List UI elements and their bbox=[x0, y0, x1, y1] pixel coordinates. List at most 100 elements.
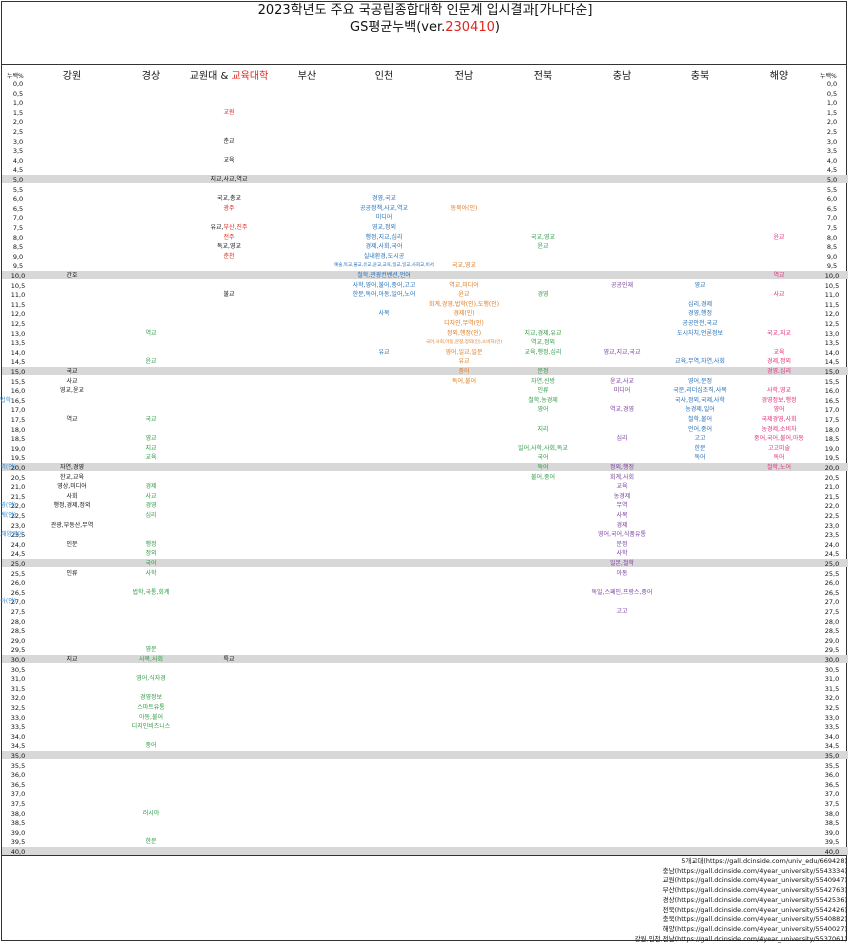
axis-label-left: 1,5 bbox=[12, 108, 24, 117]
axis-label-left: 22,5 bbox=[10, 512, 26, 520]
axis-label-right: 14,0 bbox=[824, 348, 840, 357]
axis-label-right: 25,0 bbox=[824, 560, 840, 568]
axis-label-right: 27,0 bbox=[824, 598, 840, 607]
result-cell: 사학,영교 bbox=[767, 387, 791, 395]
result-cell: 불어,중어 bbox=[531, 473, 555, 481]
axis-label-right: 28,0 bbox=[824, 617, 840, 626]
result-cell: 교육,무역,자연,사회 bbox=[675, 358, 725, 366]
result-cell: 러시아 bbox=[142, 809, 160, 817]
axis-label-right: 26,5 bbox=[824, 588, 840, 597]
axis-label-right: 4,5 bbox=[826, 166, 838, 175]
source-link[interactable]: 해양(https://gall.dcinside.com/4year_unive… bbox=[662, 924, 847, 933]
result-cell: 경영 bbox=[145, 502, 157, 510]
axis-label-left: 12,5 bbox=[10, 320, 26, 328]
axis-label-right: 6,0 bbox=[826, 195, 838, 204]
result-cell: 경제,사회,국어 bbox=[365, 243, 403, 251]
axis-label-left: 33,5 bbox=[10, 723, 26, 732]
axis-label-left: 7,5 bbox=[12, 224, 24, 232]
axis-label-right: 1,0 bbox=[826, 99, 838, 108]
axis-label-right: 11,5 bbox=[824, 300, 840, 309]
axis-label-right: 8,5 bbox=[826, 243, 838, 252]
column-header-incheon: 인천 bbox=[374, 71, 394, 82]
axis-label-right: 15,0 bbox=[824, 368, 840, 376]
axis-label-left: 4,5 bbox=[12, 166, 24, 175]
axis-label-right: 16,0 bbox=[824, 387, 840, 396]
result-cell: 영어 bbox=[537, 406, 549, 414]
result-cell: 공공정책,사교,역교 bbox=[360, 204, 408, 212]
result-cell: 독어 bbox=[773, 454, 785, 462]
result-cell: 농경제 bbox=[613, 492, 631, 500]
result-cell: 역교 bbox=[145, 329, 157, 337]
result-cell: 언어,중어 bbox=[688, 425, 712, 433]
result-cell: 미디어 bbox=[375, 214, 393, 222]
result-cell: 경영정보 bbox=[139, 694, 163, 702]
result-cell: 국어 bbox=[537, 454, 549, 462]
axis-label-left: 19,5 bbox=[10, 454, 26, 463]
source-link[interactable]: 충남(https://gall.dcinside.com/4year_unive… bbox=[662, 866, 847, 875]
axis-label-left: 10,0 bbox=[10, 272, 26, 280]
axis-label-right: 35,0 bbox=[824, 752, 840, 760]
result-cell: 아동,불어 bbox=[139, 713, 163, 721]
result-cell: 영어 bbox=[773, 406, 785, 414]
axis-label-right: 33,5 bbox=[824, 723, 840, 732]
source-link[interactable]: 5개교대(https://gall.dcinside.com/univ_edu/… bbox=[681, 857, 847, 865]
result-cell: 지교,사교,역교 bbox=[210, 176, 248, 183]
footer-divider bbox=[1, 855, 847, 856]
result-cell: 경영,심리 bbox=[767, 368, 791, 375]
header-divider bbox=[1, 64, 847, 65]
result-cell: 사학 bbox=[145, 569, 157, 577]
axis-label-left: 3,5 bbox=[12, 147, 24, 156]
axis-label-right: 21,5 bbox=[824, 492, 840, 501]
source-link[interactable]: 교원(https://gall.dcinside.com/4year_unive… bbox=[662, 876, 847, 885]
axis-label-right: 12,0 bbox=[824, 310, 840, 319]
column-header-edu-univ: 교육대학 bbox=[231, 71, 269, 82]
result-cell: 고고 bbox=[616, 608, 628, 615]
axis-label-left: 33,0 bbox=[10, 713, 26, 722]
result-cell: 디자인,무역(인) bbox=[444, 320, 484, 327]
source-link[interactable]: 경상(https://gall.dcinside.com/4year_unive… bbox=[662, 895, 847, 904]
axis-label-right: 11,0 bbox=[824, 291, 840, 300]
axis-label-left: 31,5 bbox=[10, 684, 26, 693]
result-cell: 경제(인) bbox=[453, 310, 475, 318]
result-cell: 철학,농경제 bbox=[528, 396, 558, 404]
source-link[interactable]: 부산(https://gall.dcinside.com/4year_unive… bbox=[662, 886, 847, 895]
axis-label-right: 9,0 bbox=[826, 252, 838, 261]
axis-label-right: 16,5 bbox=[824, 396, 840, 405]
axis-label-left: 36,0 bbox=[10, 771, 26, 780]
source-link[interactable]: 강원,인천,전남(https://gall.dcinside.com/4year… bbox=[634, 934, 847, 943]
axis-label-right: 34,0 bbox=[824, 732, 840, 741]
result-cell: 윤교 bbox=[537, 243, 549, 251]
axis-label-left: 16,5 bbox=[10, 396, 26, 405]
axis-label-right: 17,5 bbox=[824, 416, 840, 424]
axis-label-left: 37,0 bbox=[10, 790, 26, 799]
axis-label-left: 13,0 bbox=[10, 329, 26, 338]
result-cell: 고고미술 bbox=[767, 444, 791, 452]
axis-label-right: 39,5 bbox=[824, 838, 840, 847]
axis-label-right: 36,5 bbox=[824, 780, 840, 789]
result-cell: 철학,노어 bbox=[767, 464, 791, 471]
row-band bbox=[2, 847, 848, 855]
axis-label-right: 13,0 bbox=[824, 329, 840, 338]
result-cell: 광주 bbox=[223, 204, 235, 212]
source-link[interactable]: 전북(https://gall.dcinside.com/4year_unive… bbox=[662, 905, 847, 914]
axis-label-left: 10,5 bbox=[10, 281, 26, 290]
source-list: 5개교대(https://gall.dcinside.com/univ_edu/… bbox=[635, 857, 847, 944]
axis-label-left: 36,5 bbox=[10, 780, 26, 789]
result-cell: 영문 bbox=[145, 646, 157, 654]
subtitle-prefix: GS평균누백(ver. bbox=[350, 20, 446, 35]
axis-label-left: 39,5 bbox=[10, 838, 26, 847]
result-cell: 경영 bbox=[537, 291, 549, 299]
source-link[interactable]: 충북(https://gall.dcinside.com/4year_unive… bbox=[662, 915, 847, 924]
axis-label-right: 33,0 bbox=[824, 713, 840, 722]
result-cell: 영어,일교,일문 bbox=[445, 348, 483, 356]
axis-label-right: 13,5 bbox=[824, 339, 840, 348]
axis-label-right: 0,5 bbox=[826, 89, 838, 98]
axis-label-left: 25,0 bbox=[10, 560, 26, 568]
axis-label-left: 31,0 bbox=[10, 675, 26, 684]
axis-label-left: 21,0 bbox=[10, 483, 26, 492]
axis-label-left: 9,5 bbox=[12, 262, 24, 271]
axis-label-left: 18,0 bbox=[10, 425, 26, 434]
axis-label-right: 18,0 bbox=[824, 425, 840, 434]
result-cell: 국교,영교 bbox=[531, 233, 555, 241]
axis-label-left: 30,0 bbox=[10, 656, 26, 664]
